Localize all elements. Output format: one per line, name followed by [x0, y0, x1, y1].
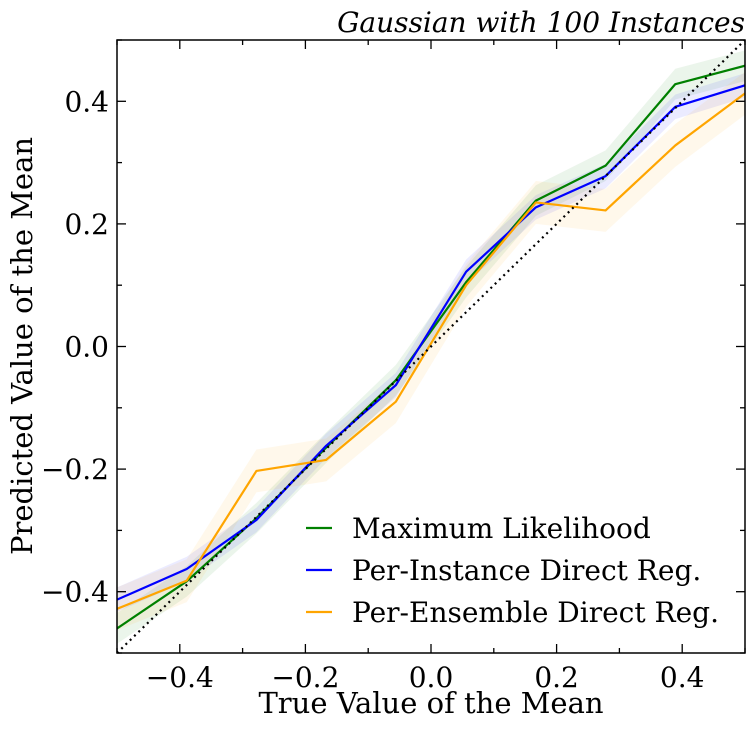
y-tick-label: −0.2 — [41, 453, 109, 486]
x-tick-label: 0.4 — [660, 661, 705, 694]
series-line-1 — [117, 84, 745, 601]
legend-label-1: Per-Instance Direct Reg. — [352, 554, 701, 587]
x-tick-label: 0.2 — [534, 661, 579, 694]
series-band-2 — [117, 71, 745, 631]
y-tick-label: −0.4 — [41, 576, 109, 609]
identity-reference-line — [117, 40, 745, 653]
y-tick-label: 0.4 — [64, 85, 109, 118]
legend-label-0: Maximum Likelihood — [352, 512, 651, 545]
legend: Maximum Likelihood Per-Instance Direct Re… — [306, 512, 719, 629]
y-axis-label: Predicted Value of the Mean — [5, 137, 39, 555]
x-tick-label: −0.2 — [271, 661, 339, 694]
series-line-0 — [117, 64, 745, 630]
x-tick-label: 0.0 — [409, 661, 454, 694]
y-tick-label: 0.2 — [64, 208, 109, 241]
x-axis-label: True Value of the Mean — [258, 686, 603, 720]
legend-label-2: Per-Ensemble Direct Reg. — [352, 596, 719, 629]
series-line-2 — [117, 92, 745, 610]
chart-title: Gaussian with 100 Instances — [337, 6, 745, 39]
y-tick-label: 0.0 — [64, 331, 109, 364]
series-band-0 — [117, 50, 745, 644]
x-tick-label: −0.4 — [146, 661, 214, 694]
